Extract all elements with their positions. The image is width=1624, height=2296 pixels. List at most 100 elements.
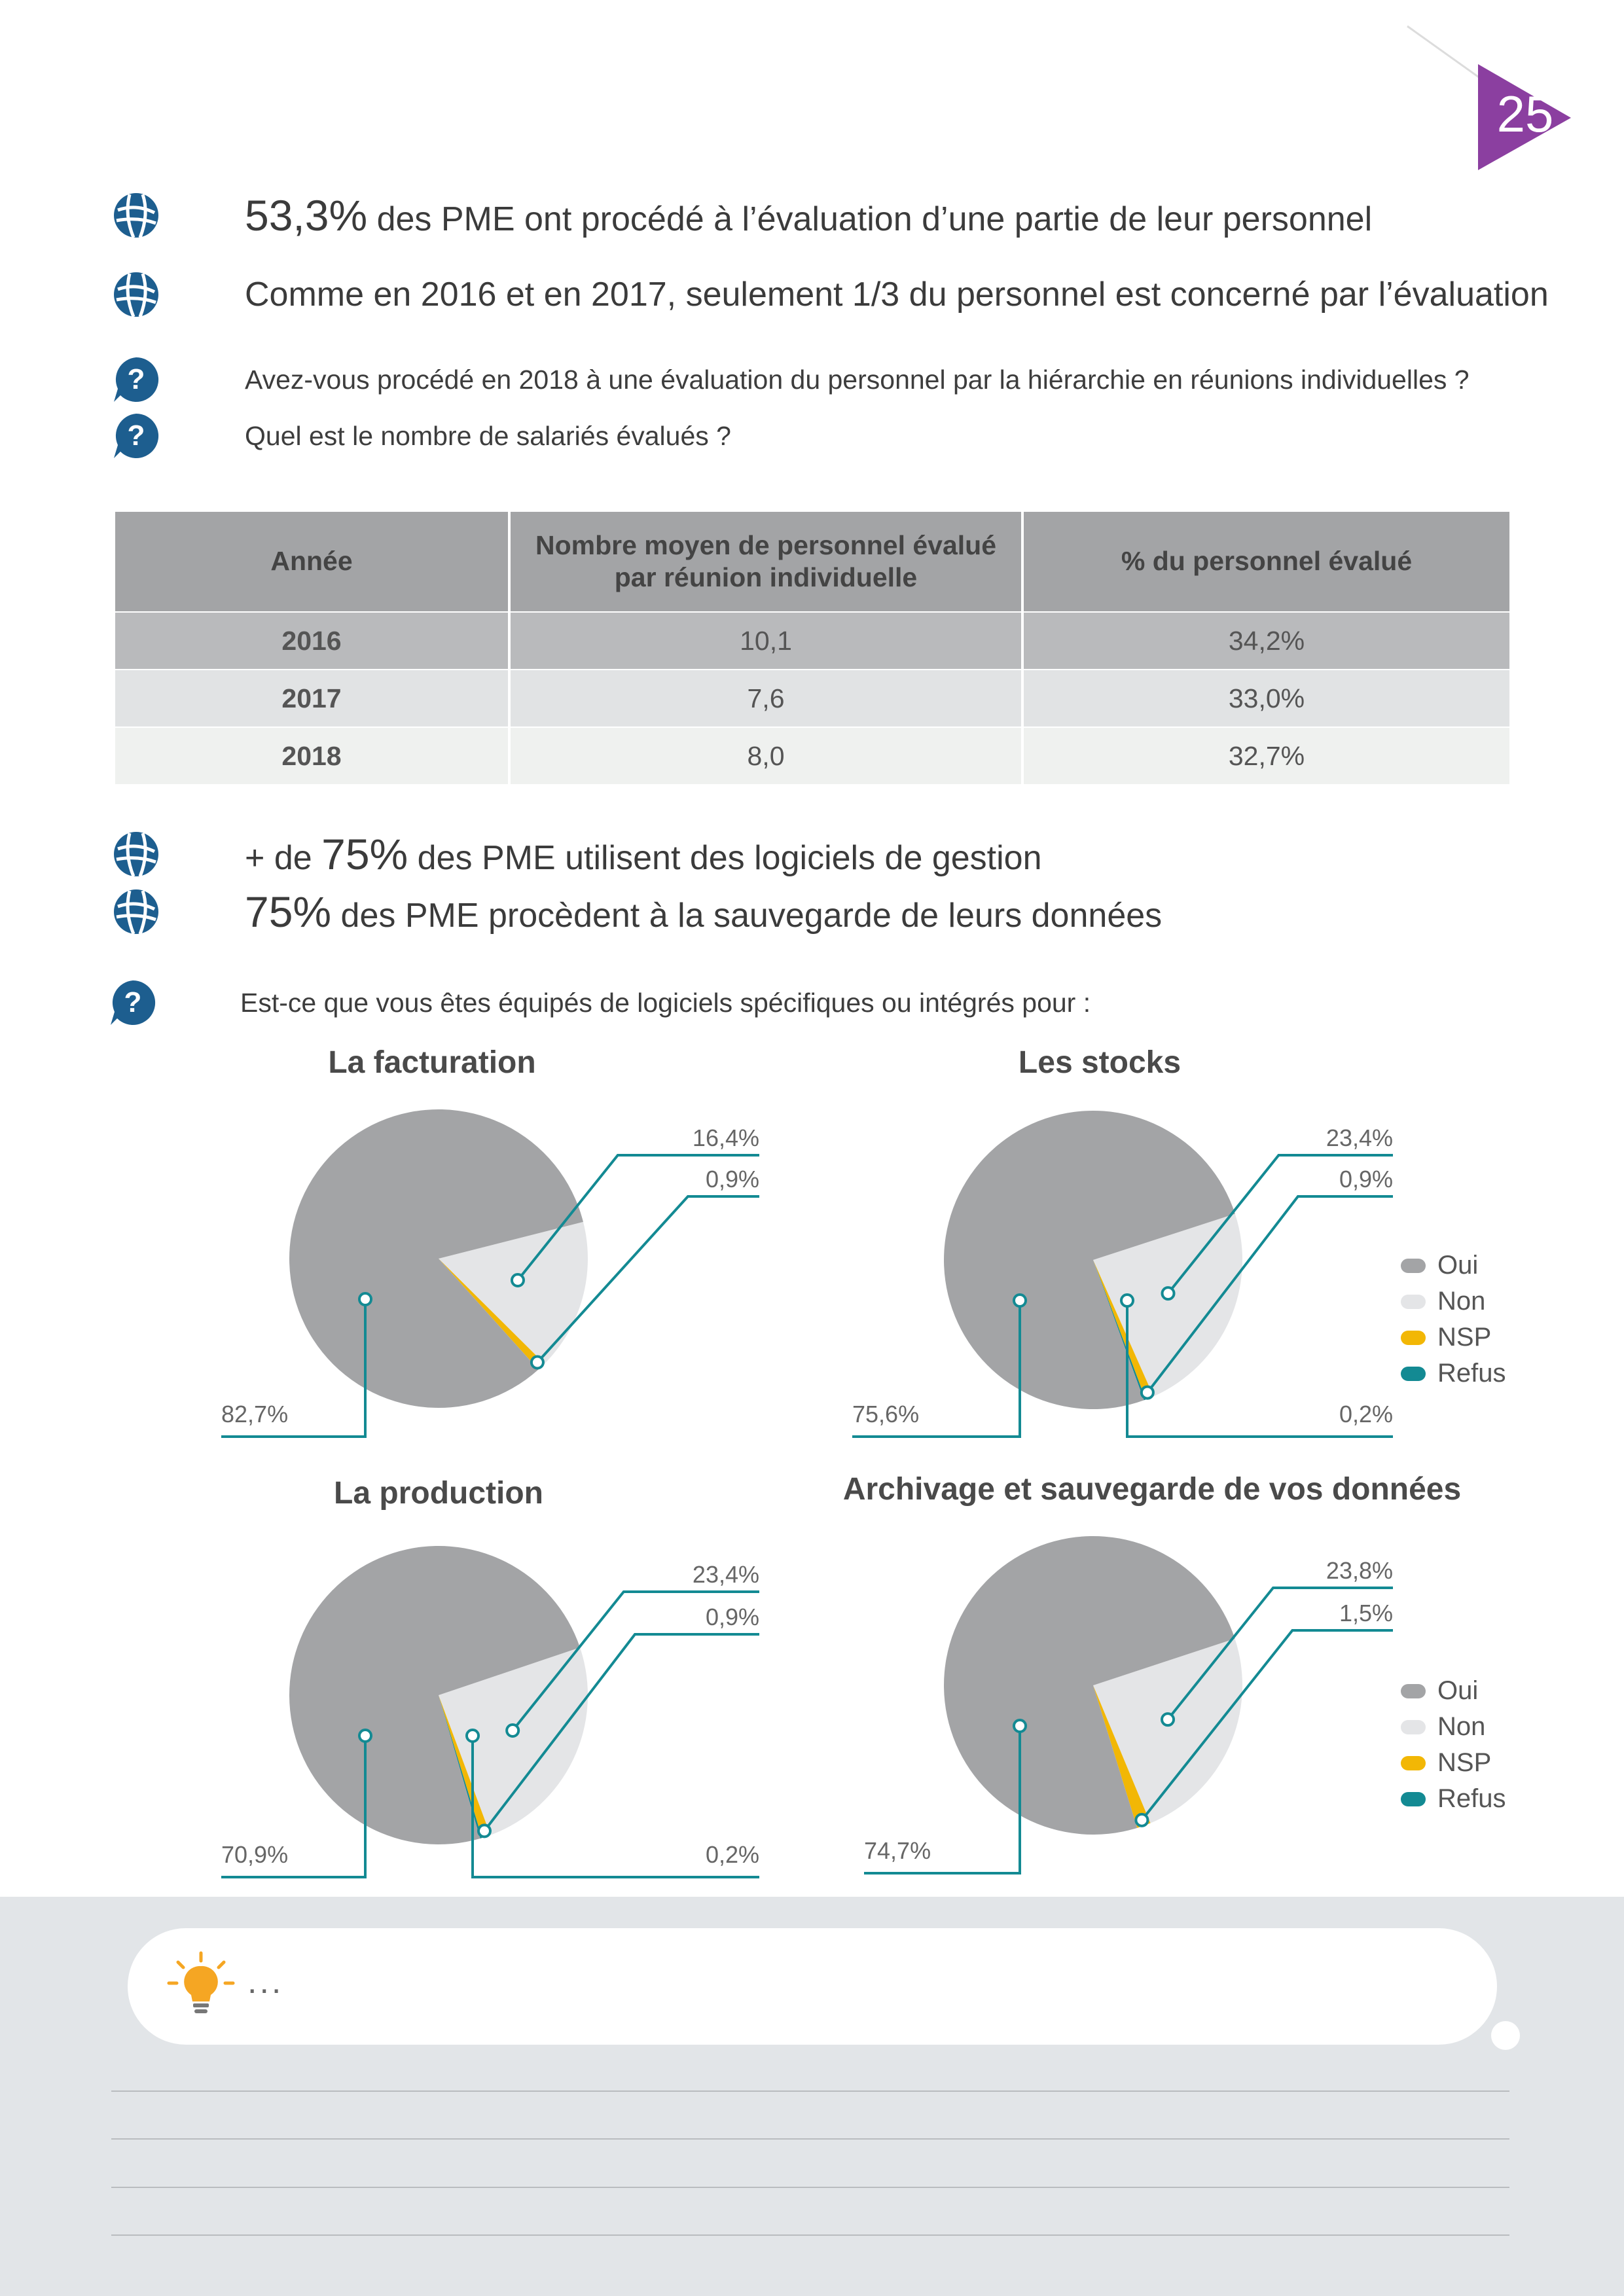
leader-line-oui	[221, 1736, 367, 1878]
pie-slice-non	[439, 1221, 588, 1364]
table-cell: 2017	[115, 669, 511, 727]
chart-legend: Oui Non NSP Refus	[1401, 1673, 1506, 1817]
data-label: 75,6%	[852, 1401, 919, 1427]
key-figure: 75%	[245, 888, 332, 936]
note-line	[111, 2187, 1509, 2188]
legend-item: NSP	[1401, 1745, 1506, 1781]
question-icon: ?	[114, 413, 159, 458]
question-row: ? Est-ce que vous êtes équipés de logici…	[108, 977, 1091, 1029]
data-label: 74,7%	[864, 1837, 931, 1864]
pie-slice-non	[1093, 1638, 1242, 1823]
note-line	[111, 2234, 1509, 2236]
pie-slice-nsp	[1093, 1685, 1151, 1828]
legend-item: Refus	[1401, 1355, 1506, 1391]
table-header-row: Année Nombre moyen de personnel évalué p…	[115, 512, 1509, 612]
pie-slice-refus	[439, 1695, 482, 1839]
chart-title: Archivage et sauvegarde de vos données	[842, 1472, 1462, 1507]
data-label: 0,2%	[706, 1841, 759, 1868]
leader-line-nsp	[483, 1633, 759, 1832]
table-cell: 34,2%	[1022, 611, 1509, 670]
page-corner-decoration	[1407, 25, 1571, 170]
key-figure-text: des PME utilisent des logiciels de gesti…	[408, 839, 1042, 877]
leader-line-oui	[852, 1300, 1021, 1438]
question-text: Avez-vous procédé en 2018 à une évaluati…	[245, 364, 1470, 395]
svg-text:?: ?	[128, 420, 145, 452]
column-header: Nombre moyen de personnel évalué par réu…	[509, 512, 1024, 612]
svg-text:?: ?	[124, 986, 142, 1018]
leader-dot	[1140, 1385, 1155, 1400]
data-label: 23,4%	[693, 1561, 759, 1588]
leader-line-oui	[221, 1299, 367, 1438]
leader-dot	[465, 1729, 480, 1743]
leader-line-nsp	[1140, 1629, 1393, 1821]
pie-slice-oui	[944, 1111, 1235, 1409]
leader-dot	[505, 1723, 520, 1738]
table-cell: 7,6	[509, 669, 1024, 727]
leader-dot	[1161, 1712, 1176, 1727]
pie-slice-nsp	[439, 1259, 545, 1370]
leader-line-oui	[864, 1726, 1021, 1874]
leader-line-non	[511, 1590, 759, 1732]
data-label: 0,2%	[1339, 1401, 1393, 1427]
legend-item: NSP	[1401, 1319, 1506, 1355]
key-figure-prefix: + de	[245, 839, 322, 877]
leader-line-nsp	[1146, 1195, 1393, 1393]
pie-charts: 16,4% 0,9% 82,7% 23,4% 0,9% 75,6% 0,2% 23,4% 0,9…	[221, 1109, 1393, 1878]
pie-slice-oui	[289, 1109, 583, 1408]
table-cell: 2016	[115, 611, 511, 670]
svg-text:?: ?	[128, 363, 145, 395]
chart-title: La production	[334, 1476, 543, 1511]
table-cell: 32,7%	[1022, 726, 1509, 784]
pie-slice-nsp	[439, 1695, 491, 1839]
data-label: 0,9%	[706, 1166, 759, 1193]
table-row: 2018 8,0 32,7%	[115, 726, 1509, 784]
leader-dot	[1134, 1812, 1149, 1827]
leader-dot	[530, 1355, 545, 1370]
pie-slice-non	[1093, 1213, 1242, 1397]
table-cell: 8,0	[509, 726, 1024, 784]
table-cell: 2018	[115, 726, 511, 784]
leader-line-non	[1166, 1587, 1393, 1721]
leader-dot	[1120, 1293, 1134, 1308]
legend-item: Oui	[1401, 1673, 1506, 1709]
key-figure-text: des PME ont procédé à l’évaluation d’une…	[367, 200, 1373, 238]
leader-dot	[477, 1823, 492, 1839]
leader-dot	[358, 1292, 372, 1306]
column-header: % du personnel évalué	[1022, 512, 1509, 612]
data-label: 23,8%	[1326, 1557, 1393, 1584]
leader-dot	[358, 1729, 372, 1743]
note-placeholder: ...	[247, 1963, 284, 2001]
data-label: 1,5%	[1339, 1600, 1393, 1626]
question-text: Est-ce que vous êtes équipés de logiciel…	[240, 987, 1091, 1018]
globe-icon	[114, 889, 158, 935]
question-icon: ?	[114, 357, 159, 402]
leader-line-refus	[1126, 1300, 1393, 1438]
legend-item: Non	[1401, 1709, 1506, 1745]
data-label: 0,9%	[706, 1604, 759, 1630]
key-figure-text: des PME procèdent à la sauvegarde de leu…	[331, 897, 1163, 935]
key-figure-row: 75% des PME procèdent à la sauvegarde de…	[111, 882, 1162, 941]
leader-dot	[510, 1273, 525, 1288]
note-line	[111, 2138, 1509, 2140]
question-row: ? Quel est le nombre de salariés évalués…	[111, 410, 731, 462]
chart-legend: Oui Non NSP Refus	[1401, 1247, 1506, 1391]
question-icon: ?	[111, 980, 156, 1025]
table-row: 2017 7,6 33,0%	[115, 669, 1509, 727]
pie-slice-non	[439, 1647, 588, 1835]
leader-line-non	[516, 1154, 759, 1282]
legend-item: Refus	[1401, 1781, 1506, 1817]
key-figure-row: + de 75% des PME utilisent des logiciels…	[111, 825, 1042, 884]
pie-slice-oui	[289, 1546, 581, 1844]
note-line	[111, 2090, 1509, 2092]
leader-dot	[1161, 1286, 1176, 1301]
lightbulb-icon	[167, 1951, 235, 2013]
page-number-triangle	[1478, 64, 1571, 170]
globe-icon	[114, 272, 158, 317]
evaluation-table: Année Nombre moyen de personnel évalué p…	[115, 512, 1509, 784]
pie-slice-refus	[1093, 1260, 1146, 1401]
leader-dot	[1013, 1293, 1027, 1308]
legend-item: Oui	[1401, 1247, 1506, 1283]
legend-item: Non	[1401, 1283, 1506, 1319]
key-figure: 53,3%	[245, 191, 368, 240]
pie-slice-oui	[944, 1536, 1235, 1835]
